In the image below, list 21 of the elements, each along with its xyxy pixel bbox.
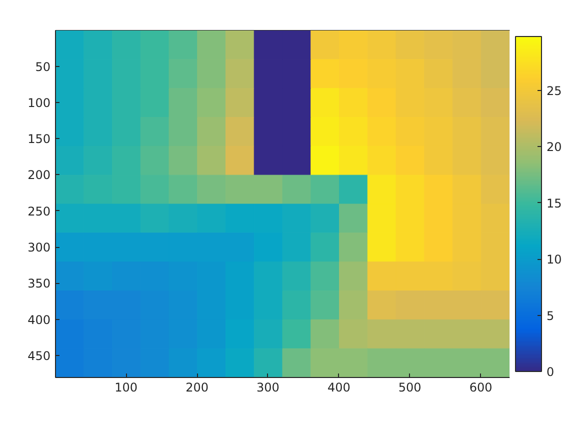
x-tick-label: 600 xyxy=(469,380,492,394)
x-tick-label: 200 xyxy=(186,380,208,394)
y-tick-label: 450 xyxy=(28,348,50,363)
color-bar-label: 10 xyxy=(546,252,562,267)
y-tick-label: 300 xyxy=(28,240,50,255)
x-tick-label: 500 xyxy=(398,380,422,394)
y-tick-label: 250 xyxy=(28,204,50,218)
color-bar-label: 25 xyxy=(546,84,562,98)
y-tick-label: 50 xyxy=(35,60,51,74)
y-tick-label: 150 xyxy=(28,132,50,146)
y-tick-label: 400 xyxy=(28,312,50,327)
x-tick-label: 100 xyxy=(114,380,138,394)
x-tick-label: 400 xyxy=(327,380,350,394)
y-tick-label: 350 xyxy=(28,276,50,291)
color-bar-label: 5 xyxy=(546,308,554,323)
color-bar-label: 15 xyxy=(546,196,562,210)
x-tick-label: 300 xyxy=(256,380,280,394)
color-bar-label: 0 xyxy=(546,365,554,379)
y-tick-label: 200 xyxy=(28,168,50,182)
color-bar-label: 20 xyxy=(546,140,562,154)
y-tick-label: 100 xyxy=(28,96,50,110)
